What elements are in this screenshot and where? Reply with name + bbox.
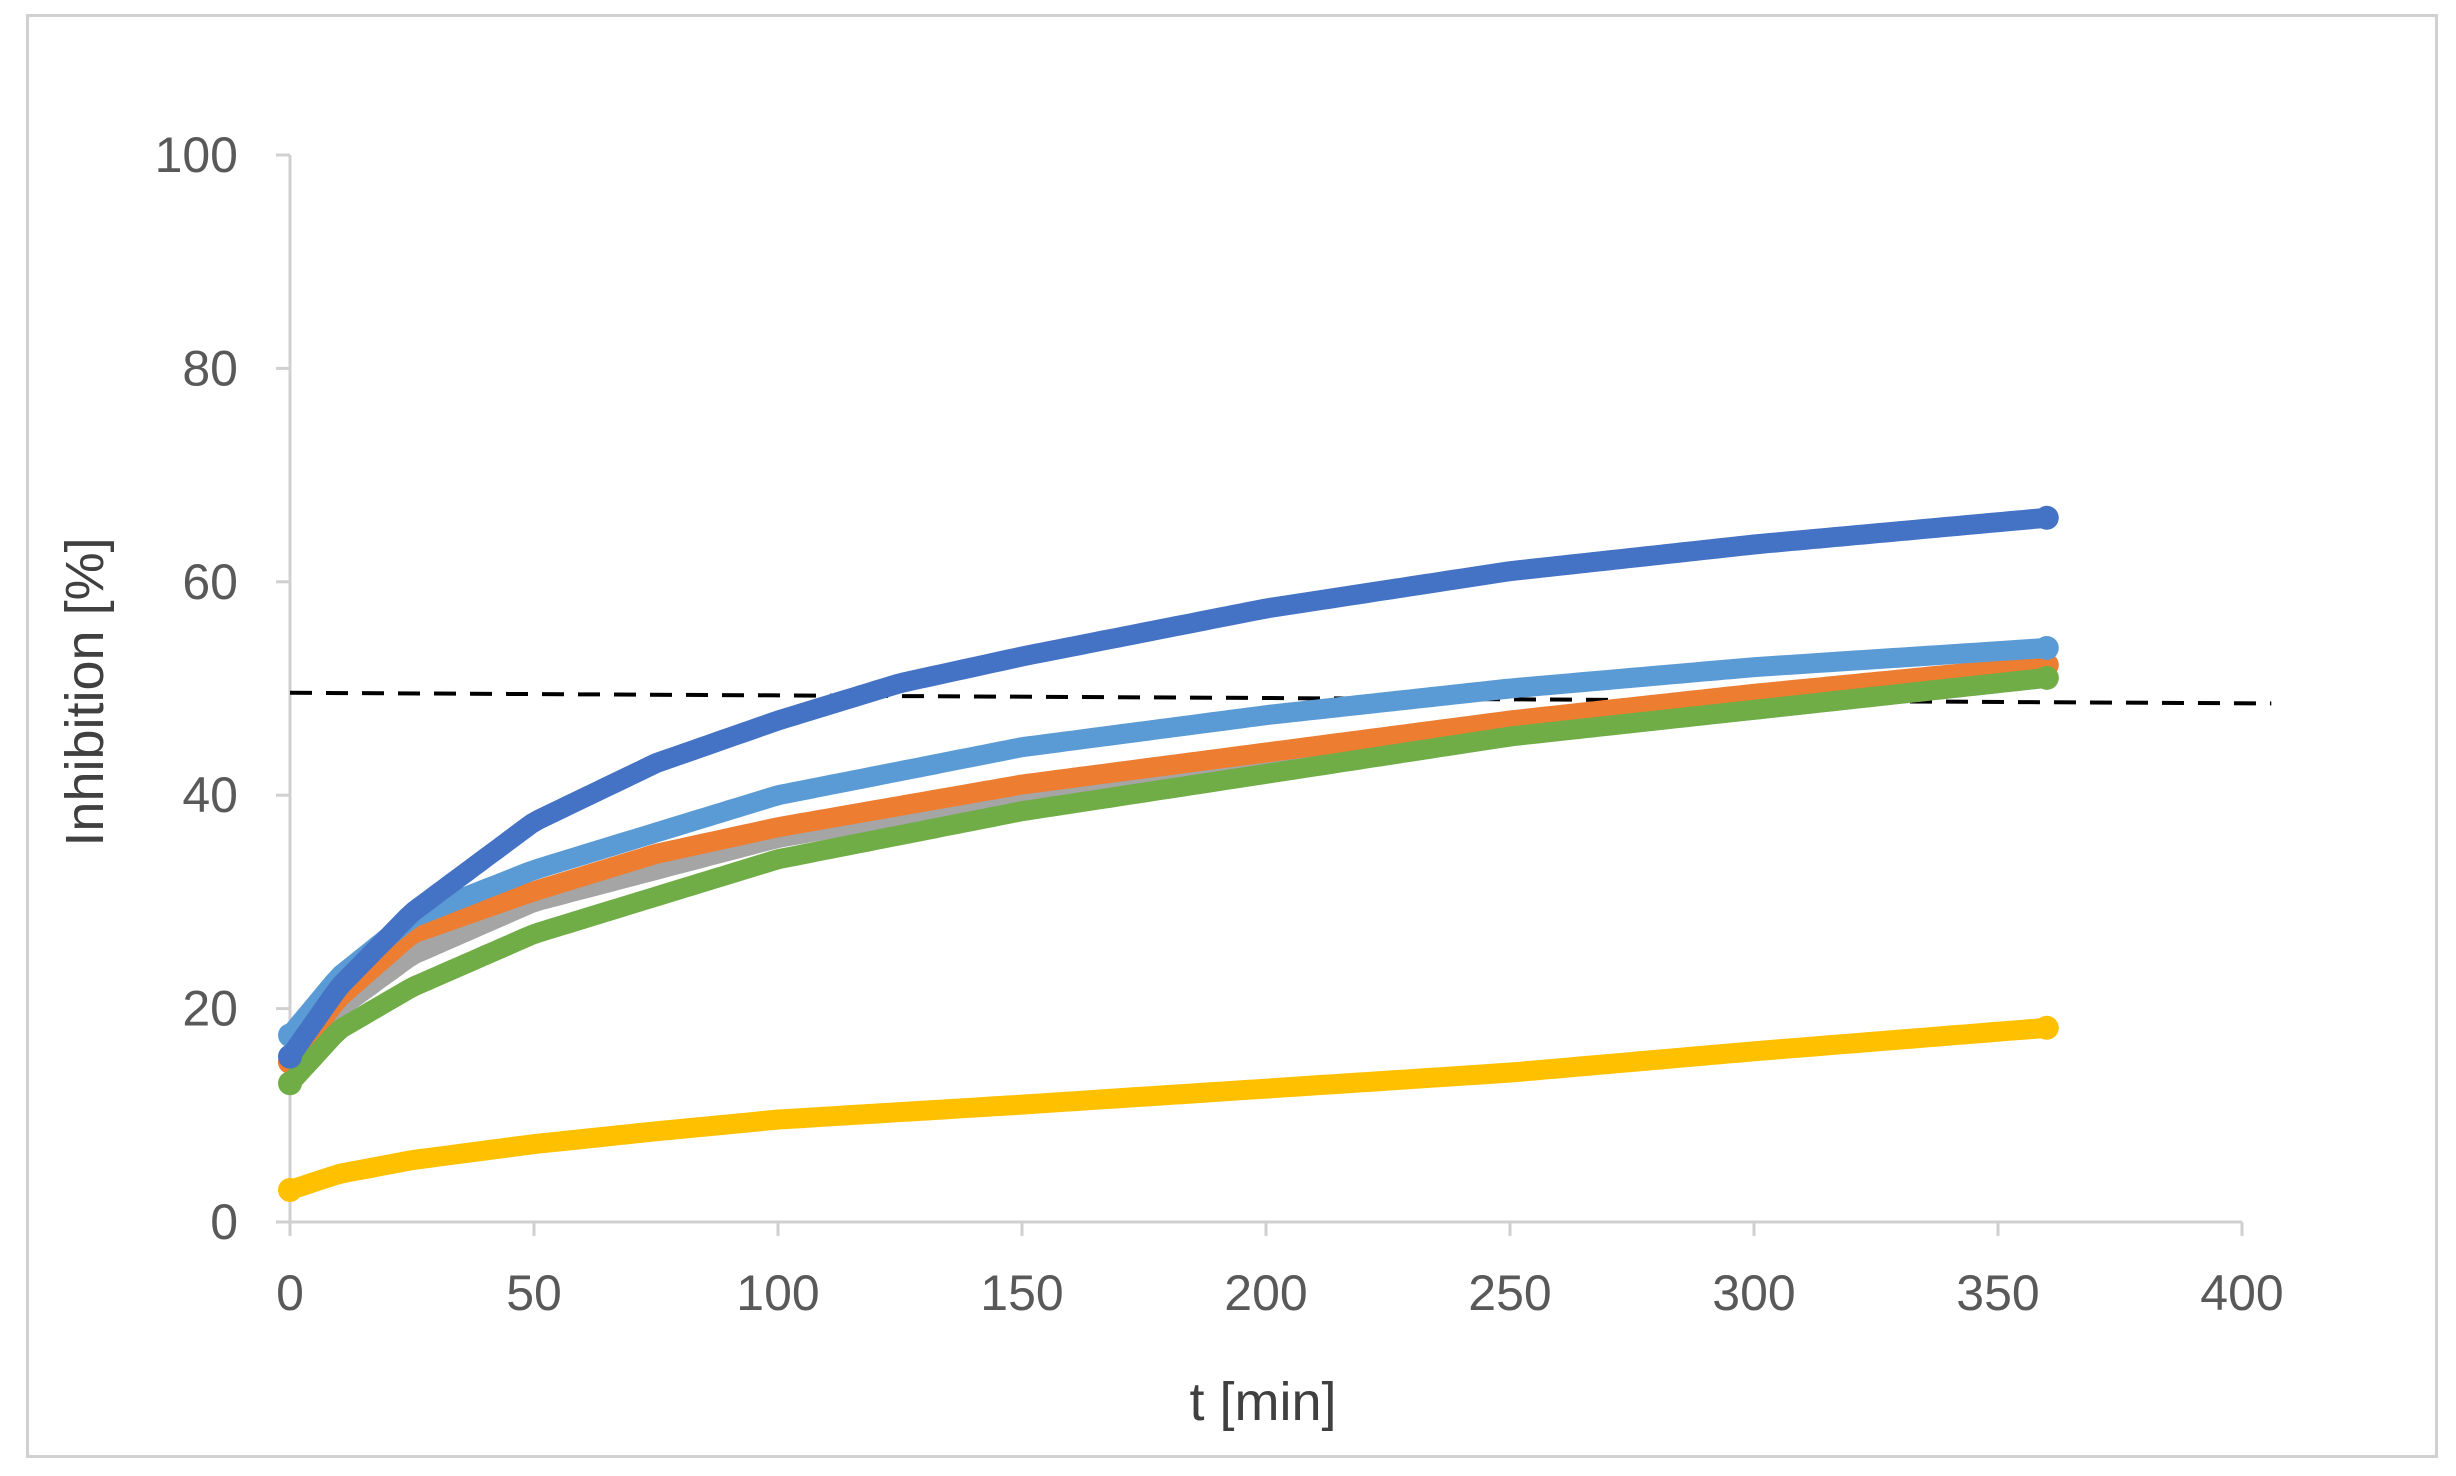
- y-tick-label: 100: [155, 127, 238, 183]
- x-tick-label: 400: [2200, 1265, 2283, 1321]
- x-axis-title: t [min]: [1189, 1372, 1336, 1432]
- x-tick-label: 350: [1956, 1265, 2039, 1321]
- x-tick-label: 50: [506, 1265, 562, 1321]
- data-point: [278, 1177, 302, 1202]
- tick-labels: 0 20 40 60 80 100 0 50 100 150 200 250 300 350 400: [155, 127, 2284, 1321]
- x-tick-label: 100: [736, 1265, 819, 1321]
- data-point: [2034, 505, 2059, 530]
- y-axis-title: Inhibition [%]: [55, 537, 115, 846]
- y-tick-label: 0: [210, 1194, 238, 1250]
- data-point: [2034, 665, 2059, 690]
- series-line-green: [280, 667, 2057, 1094]
- x-tick-label: 200: [1224, 1265, 1307, 1321]
- data-point: [278, 1044, 302, 1069]
- series-line-dark-blue: [280, 507, 2057, 1067]
- chart-frame: [26, 14, 2438, 1458]
- data-point: [2034, 635, 2059, 660]
- y-tick-label: 40: [182, 767, 238, 823]
- x-tick-label: 0: [276, 1265, 304, 1321]
- y-tick-label: 20: [182, 981, 238, 1037]
- threshold-dashed-line: [289, 690, 2272, 706]
- series-green: [278, 665, 2059, 1096]
- series-line-yellow: [280, 1017, 2057, 1200]
- data-point: [278, 1071, 302, 1096]
- x-tick-label: 150: [980, 1265, 1063, 1321]
- series-line-orange: [280, 655, 2057, 1072]
- series-yellow: [278, 1015, 2059, 1202]
- data-point: [2034, 1015, 2059, 1040]
- series-group: [278, 505, 2059, 1202]
- y-tick-label: 60: [182, 554, 238, 610]
- series-line-light-blue: [280, 638, 2057, 1046]
- x-tick-label: 250: [1468, 1265, 1551, 1321]
- y-tick-label: 80: [182, 340, 238, 396]
- x-tick-label: 300: [1712, 1265, 1795, 1321]
- series-dark-blue: [278, 505, 2059, 1069]
- reference-line-group: [289, 690, 2272, 706]
